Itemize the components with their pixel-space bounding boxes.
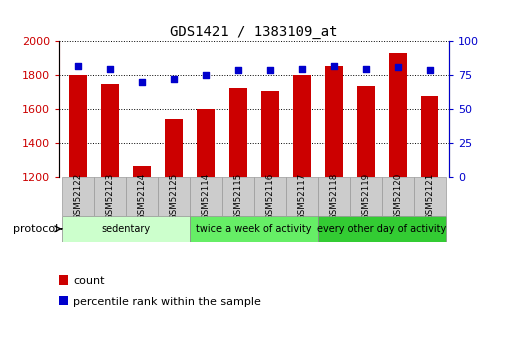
Bar [62, 216, 190, 241]
Point [138, 79, 146, 85]
Bar [357, 86, 374, 177]
Text: GSM52122: GSM52122 [74, 173, 83, 220]
Text: GSM52115: GSM52115 [233, 173, 243, 220]
Title: GDS1421 / 1383109_at: GDS1421 / 1383109_at [170, 25, 338, 39]
Bar [197, 109, 215, 177]
Point [298, 66, 306, 71]
Text: GSM52121: GSM52121 [425, 173, 434, 220]
Bar [318, 216, 446, 241]
Bar [158, 177, 190, 216]
Point [234, 67, 242, 73]
Point [106, 66, 114, 71]
Text: percentile rank within the sample: percentile rank within the sample [73, 297, 261, 307]
Point [202, 73, 210, 78]
Bar [382, 177, 413, 216]
Point [74, 63, 82, 69]
Text: count: count [73, 276, 105, 286]
Point [330, 63, 338, 69]
Bar [190, 216, 318, 241]
Bar [413, 177, 446, 216]
Bar [325, 66, 343, 177]
Text: GSM52118: GSM52118 [329, 173, 339, 220]
Text: protocol: protocol [13, 224, 58, 234]
Text: sedentary: sedentary [102, 224, 151, 234]
Point [393, 65, 402, 70]
Text: GSM52114: GSM52114 [202, 173, 210, 220]
Bar [350, 177, 382, 216]
Bar [293, 76, 311, 177]
Point [362, 66, 370, 71]
Bar [133, 166, 151, 177]
Text: GSM52117: GSM52117 [298, 173, 306, 220]
Text: GSM52120: GSM52120 [393, 173, 402, 220]
Text: GSM52116: GSM52116 [265, 173, 274, 220]
Bar [318, 177, 350, 216]
Bar [389, 53, 406, 177]
Bar [190, 177, 222, 216]
Bar [62, 177, 94, 216]
Bar [254, 177, 286, 216]
Bar [69, 76, 87, 177]
Text: GSM52119: GSM52119 [361, 173, 370, 220]
Text: every other day of activity: every other day of activity [317, 224, 446, 234]
Bar [229, 88, 247, 177]
Point [426, 67, 434, 73]
Bar [286, 177, 318, 216]
Point [266, 67, 274, 73]
Bar [261, 91, 279, 177]
Text: GSM52125: GSM52125 [169, 173, 179, 220]
Bar [94, 177, 126, 216]
Text: GSM52123: GSM52123 [106, 173, 114, 220]
Text: twice a week of activity: twice a week of activity [196, 224, 312, 234]
Bar [126, 177, 158, 216]
Point [170, 77, 178, 82]
Text: GSM52124: GSM52124 [137, 173, 147, 220]
Bar [165, 119, 183, 177]
Bar [222, 177, 254, 216]
Bar [102, 84, 119, 177]
Bar [421, 96, 439, 177]
